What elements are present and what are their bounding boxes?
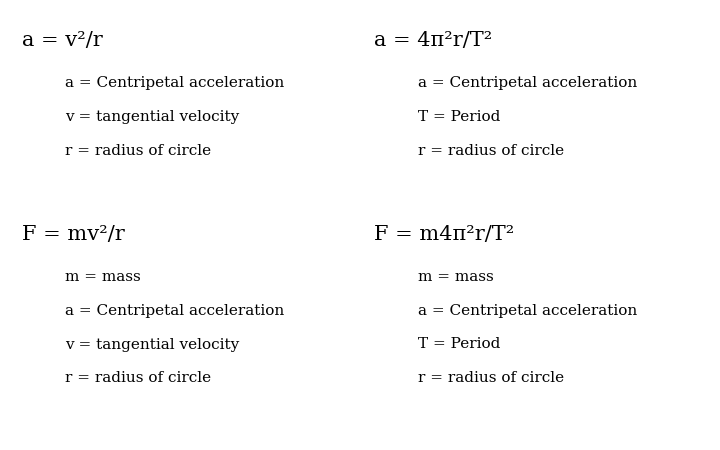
Text: a = Centripetal acceleration: a = Centripetal acceleration [418, 76, 637, 90]
Text: a = 4π²r/T²: a = 4π²r/T² [374, 32, 492, 50]
Text: a = v²/r: a = v²/r [22, 32, 102, 50]
Text: v = tangential velocity: v = tangential velocity [65, 338, 239, 351]
Text: T = Period: T = Period [418, 338, 500, 351]
Text: T = Period: T = Period [418, 110, 500, 124]
Text: F = m4π²r/T²: F = m4π²r/T² [374, 225, 515, 244]
Text: a = Centripetal acceleration: a = Centripetal acceleration [65, 76, 284, 90]
Text: m = mass: m = mass [65, 270, 140, 284]
Text: m = mass: m = mass [418, 270, 493, 284]
Text: r = radius of circle: r = radius of circle [65, 144, 211, 158]
Text: a = Centripetal acceleration: a = Centripetal acceleration [65, 304, 284, 318]
Text: v = tangential velocity: v = tangential velocity [65, 110, 239, 124]
Text: a = Centripetal acceleration: a = Centripetal acceleration [418, 304, 637, 318]
Text: F = mv²/r: F = mv²/r [22, 225, 125, 244]
Text: r = radius of circle: r = radius of circle [65, 371, 211, 385]
Text: r = radius of circle: r = radius of circle [418, 144, 564, 158]
Text: r = radius of circle: r = radius of circle [418, 371, 564, 385]
